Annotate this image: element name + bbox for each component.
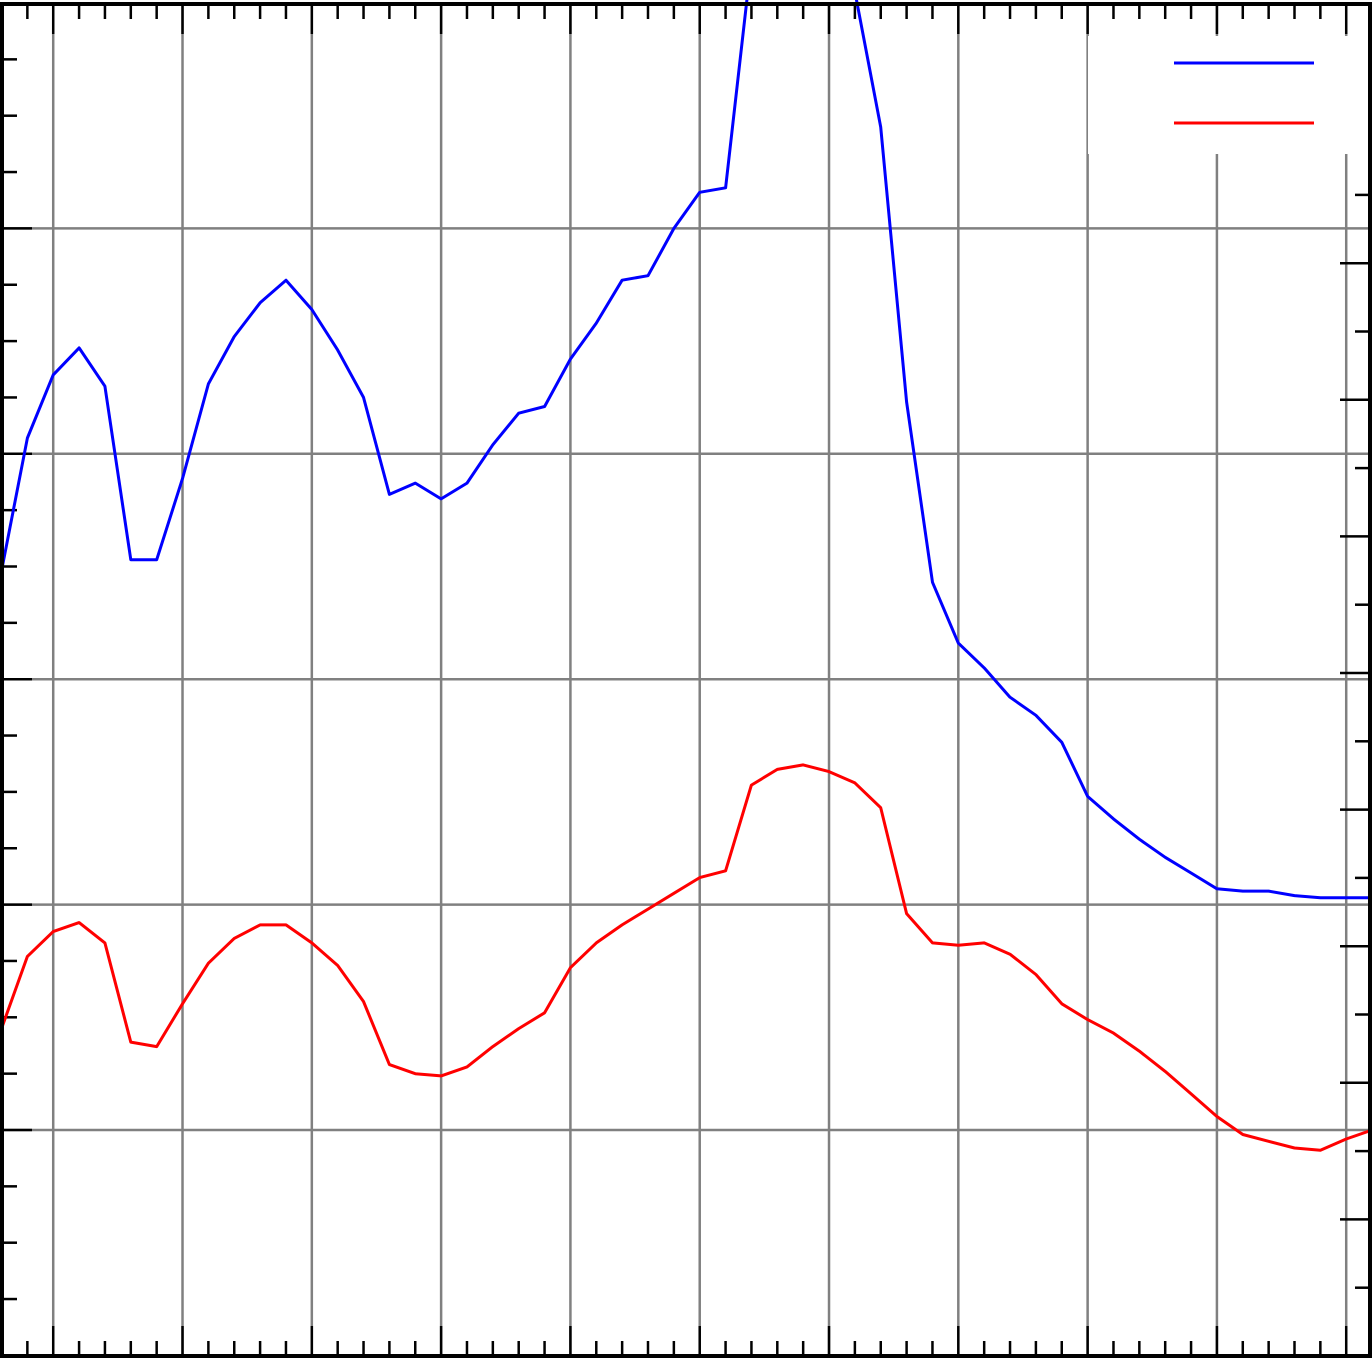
legend — [1174, 61, 1314, 125]
tick-marks — [2, 4, 1370, 1357]
series-group — [0, 0, 1372, 1152]
series-line-2 — [0, 763, 1372, 1152]
legend-box — [1088, 36, 1368, 154]
series-line-1 — [0, 0, 1372, 900]
grid — [2, 4, 1370, 1356]
